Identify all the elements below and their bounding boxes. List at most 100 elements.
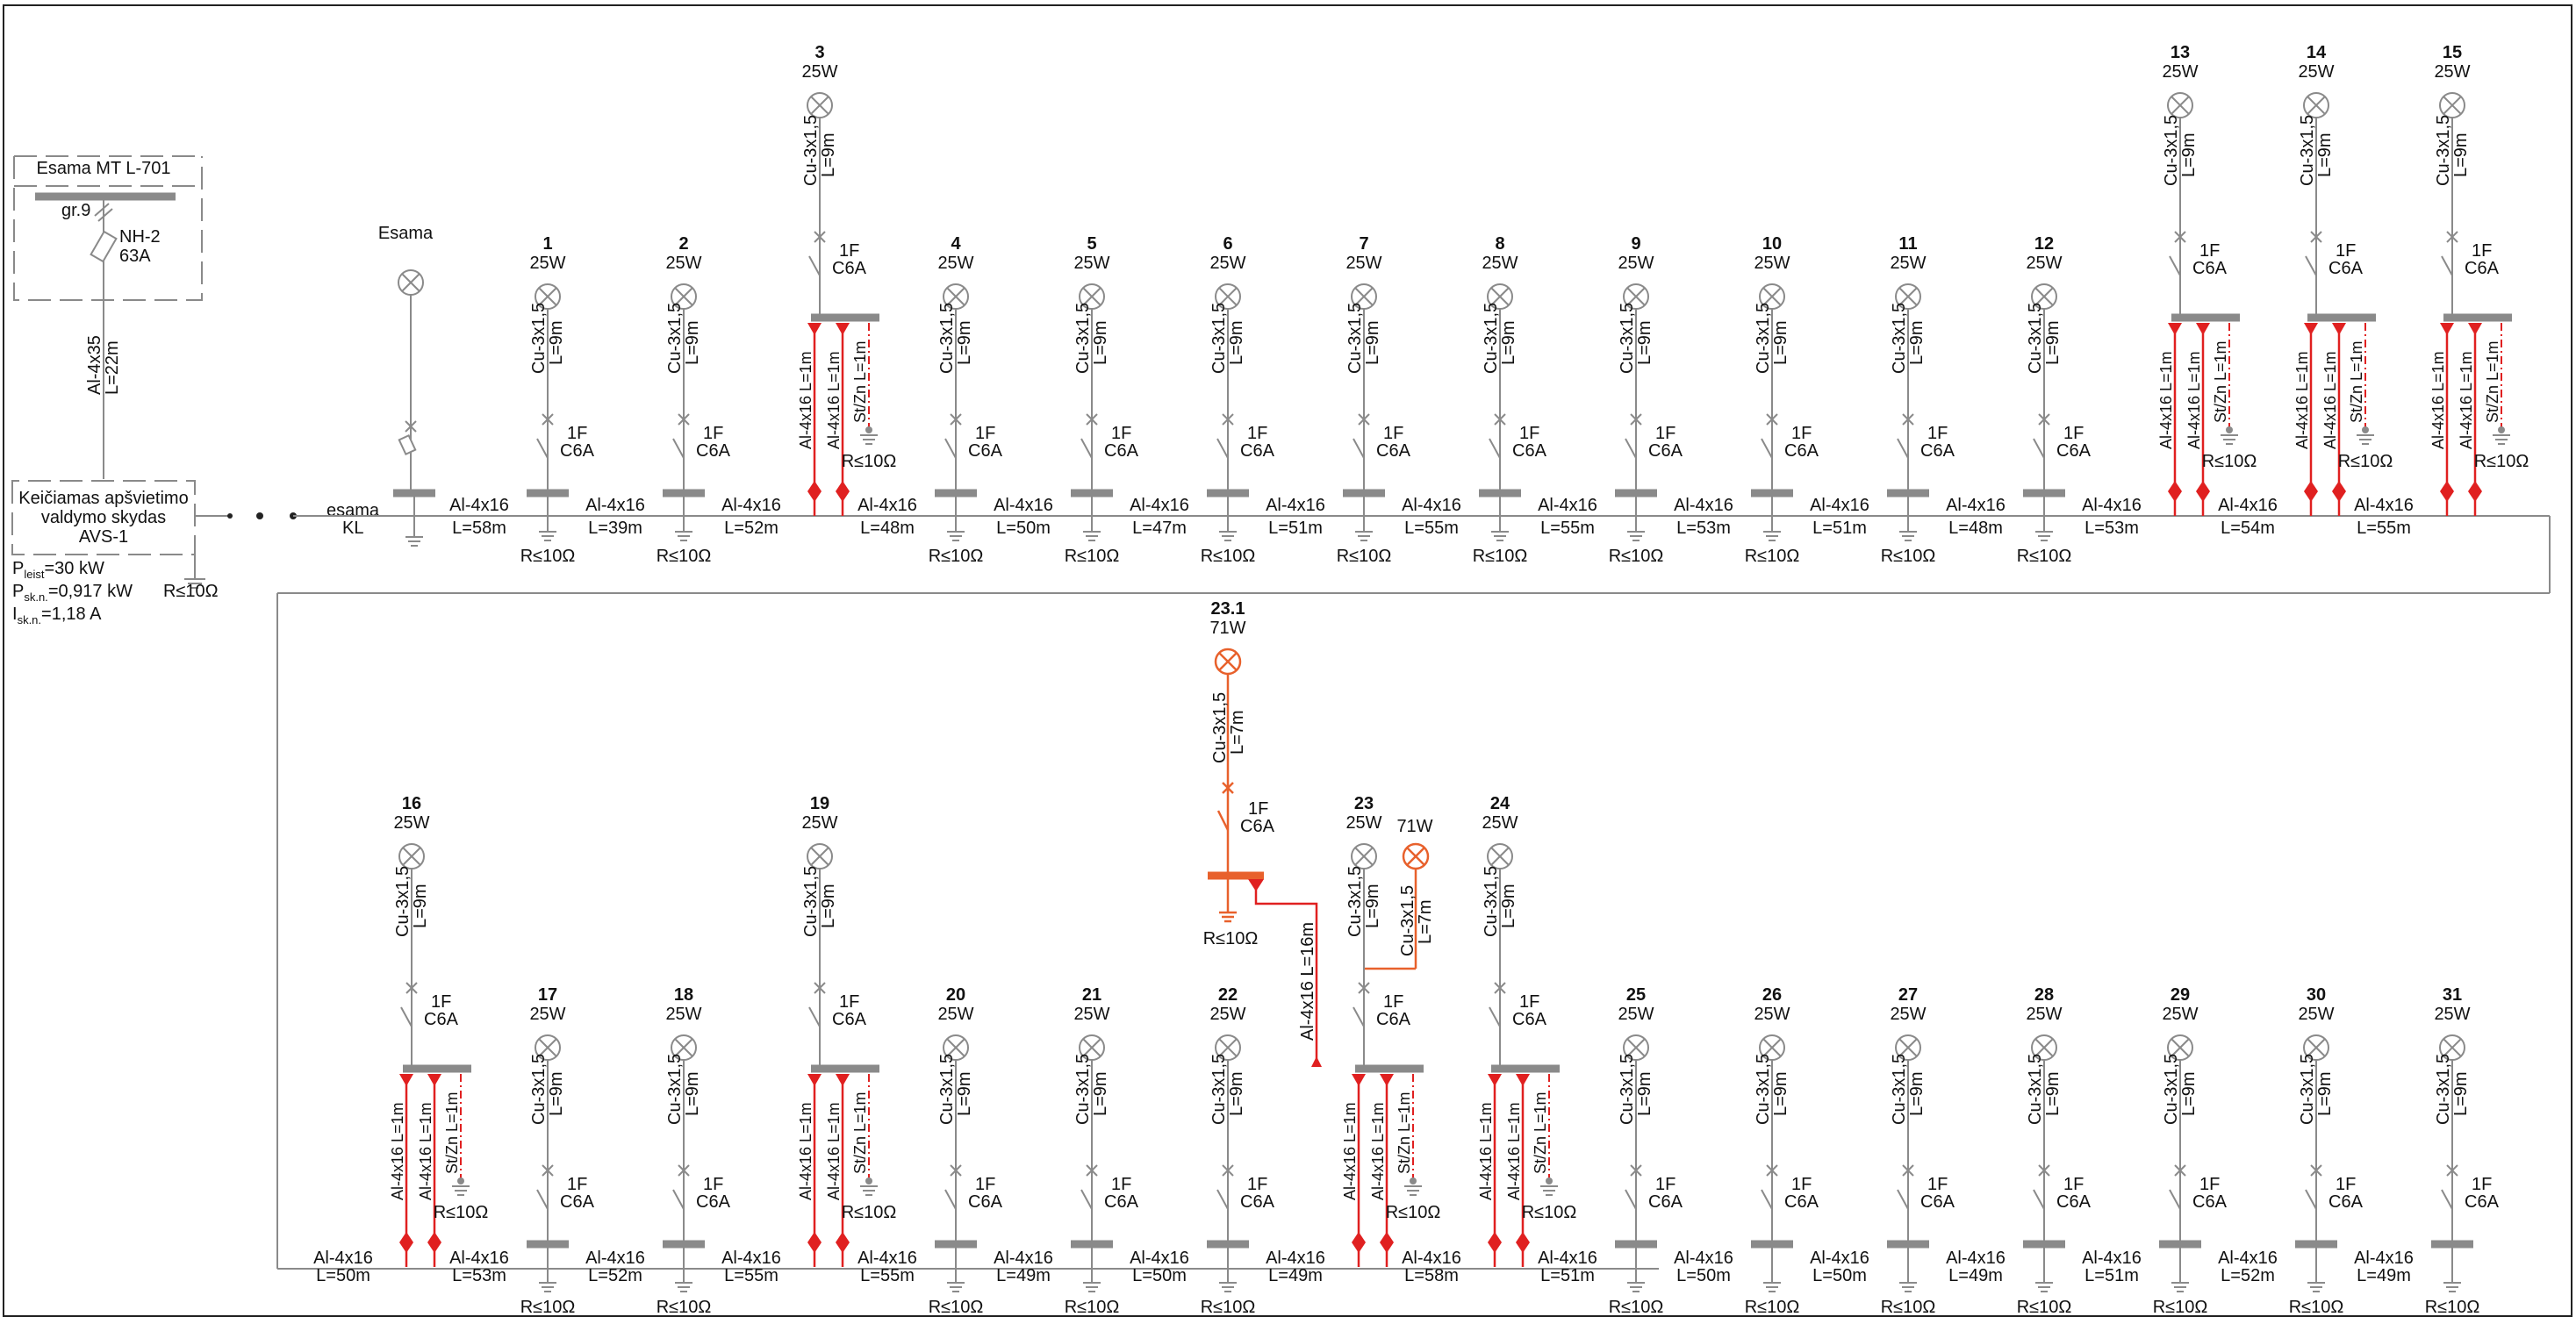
pole-cable-length: L=9m (1907, 320, 1927, 365)
pole-earth: R≤10Ω (1881, 547, 1936, 566)
breaker-rating: C6A (1920, 1192, 1955, 1212)
pole-id: 18 (674, 985, 693, 1005)
pole-cable-length: L=9m (1635, 320, 1654, 365)
breaker-icon-mark (542, 413, 554, 426)
segment-cable: Al-4x16 (1130, 496, 1189, 515)
breaker-rating: C6A (424, 1010, 459, 1029)
riser-label: Al-4x16 L=1m (797, 1102, 814, 1200)
pole-power: 25W (2298, 1005, 2334, 1024)
breaker-icon-mark (2038, 413, 2050, 426)
lamp-a-earth: R≤10Ω (1203, 929, 1259, 948)
segment-length: L=39m (588, 519, 642, 538)
riser-label: Al-4x16 L=1m (1369, 1102, 1387, 1200)
lamp-icon-cross (1218, 1038, 1238, 1057)
pole-power: 25W (665, 1005, 701, 1024)
pole-cable-length: L=9m (1635, 1071, 1654, 1116)
pole-cable: Cu-3x1,5 (1345, 866, 1365, 937)
lamp-icon-cross (2443, 1038, 2462, 1057)
pole-id: 30 (2307, 985, 2326, 1005)
breaker-icon-mark (2446, 1164, 2458, 1177)
pole-power: 25W (2298, 62, 2334, 82)
riser-label: Al-4x16 L=1m (1477, 1102, 1495, 1200)
riser-label: Al-4x16 L=1m (2157, 351, 2175, 449)
pole-cable-length: L=9m (683, 1071, 702, 1116)
segment-length: L=49m (996, 1266, 1051, 1285)
pole-cable: Cu-3x1,5 (1482, 866, 1501, 937)
supply-fuse-rating: 63A (119, 247, 151, 266)
breaker-poles: 1F (1383, 992, 1403, 1012)
segment-length: L=52m (2221, 1266, 2275, 1285)
pole-cable-length: L=9m (1499, 320, 1518, 365)
breaker-rating: C6A (1240, 441, 1275, 461)
pole-id: 5 (1087, 234, 1096, 254)
riser-connector (1488, 1074, 1502, 1086)
pole-earth: R≤10Ω (1745, 1298, 1800, 1317)
breaker-poles: 1F (1247, 1175, 1267, 1194)
pole-power: 25W (937, 1005, 973, 1024)
pole-power: 25W (2434, 62, 2470, 82)
pole-cable-length: L=9m (1091, 320, 1110, 365)
pole-id: 28 (2034, 985, 2054, 1005)
breaker-poles: 1F (1111, 424, 1131, 443)
riser-label: Al-4x16 L=1m (2321, 351, 2339, 449)
pole-cable: Cu-3x1,5 (665, 303, 685, 374)
breaker-icon-blade (1353, 1006, 1365, 1027)
earth-rod (2226, 426, 2233, 433)
pole-earth: R≤10Ω (1609, 547, 1664, 566)
segment-cable: Al-4x16 (721, 1249, 781, 1268)
riser-label: Al-4x16 L=1m (1505, 1102, 1523, 1200)
breaker-rating: C6A (1648, 1192, 1683, 1212)
pole-cable-length: L=9m (1091, 1071, 1110, 1116)
pole-cable: Cu-3x1,5 (2026, 1054, 2045, 1125)
pole-power: 25W (1754, 1005, 1790, 1024)
supply-group-label: gr.9 (61, 201, 90, 220)
pole-cable-length: L=9m (819, 884, 838, 928)
breaker-icon-blade (1625, 1189, 1637, 1210)
pole-cable: Cu-3x1,5 (1618, 1054, 1637, 1125)
breaker-icon-mark (2038, 1164, 2050, 1177)
pole-cable: Cu-3x1,5 (1073, 1054, 1093, 1125)
lamp-b-cable: Cu-3x1,5 (1398, 885, 1417, 956)
pole-cable-length: L=9m (1227, 320, 1246, 365)
pole-earth: R≤10Ω (1201, 1298, 1256, 1317)
supply-fuse-type: NH-2 (119, 227, 161, 247)
breaker-rating: C6A (2192, 1192, 2228, 1212)
pole-earth: R≤10Ω (1609, 1298, 1664, 1317)
breaker-icon-mark (678, 413, 690, 426)
controller-panel: Keičiamas apšvietimo valdymo skydas AVS-… (11, 480, 297, 626)
pole-earth: R≤10Ω (1745, 547, 1800, 566)
riser-label: Al-4x16 L=1m (417, 1102, 434, 1200)
riser-connector (807, 1232, 822, 1253)
breaker-icon-blade (1216, 438, 1229, 459)
lamp-icon-cross (1218, 287, 1238, 306)
pole-cable: Cu-3x1,5 (1345, 303, 1365, 374)
controller-name-line3: AVS-1 (79, 527, 128, 547)
pole-power: 25W (1890, 254, 1926, 273)
segment-cable: Al-4x16 (994, 1249, 1053, 1268)
pole-cable: Cu-3x1,5 (937, 1054, 957, 1125)
supply-panel: Esama MT L-701 gr.9 NH-2 63A Al-4x35 L=2… (13, 155, 203, 479)
pole-power: 25W (1890, 1005, 1926, 1024)
riser-connector (2304, 323, 2318, 335)
lamp-icon-cross (1354, 287, 1374, 306)
breaker-icon-mark (950, 1164, 962, 1177)
breaker-icon-blade (1489, 438, 1501, 459)
pole-id: 17 (538, 985, 557, 1005)
breaker-rating: C6A (1104, 1192, 1139, 1212)
riser-connector (807, 323, 822, 335)
feed-cable: Al-4x16 L=16m (1298, 922, 1317, 1041)
pole-earth: R≤10Ω (2017, 1298, 2072, 1317)
segment-cable: Al-4x16 (721, 496, 781, 515)
supply-cable-length: L=22m (103, 340, 122, 395)
pole-cable-length: L=9m (2451, 1071, 2471, 1116)
pole-id: 13 (2171, 43, 2190, 62)
breaker-rating: C6A (832, 259, 867, 278)
lamp-icon-cross (2034, 1038, 2054, 1057)
pole-cable-length: L=9m (2043, 320, 2063, 365)
segment-cable: Al-4x16 (994, 496, 1053, 515)
